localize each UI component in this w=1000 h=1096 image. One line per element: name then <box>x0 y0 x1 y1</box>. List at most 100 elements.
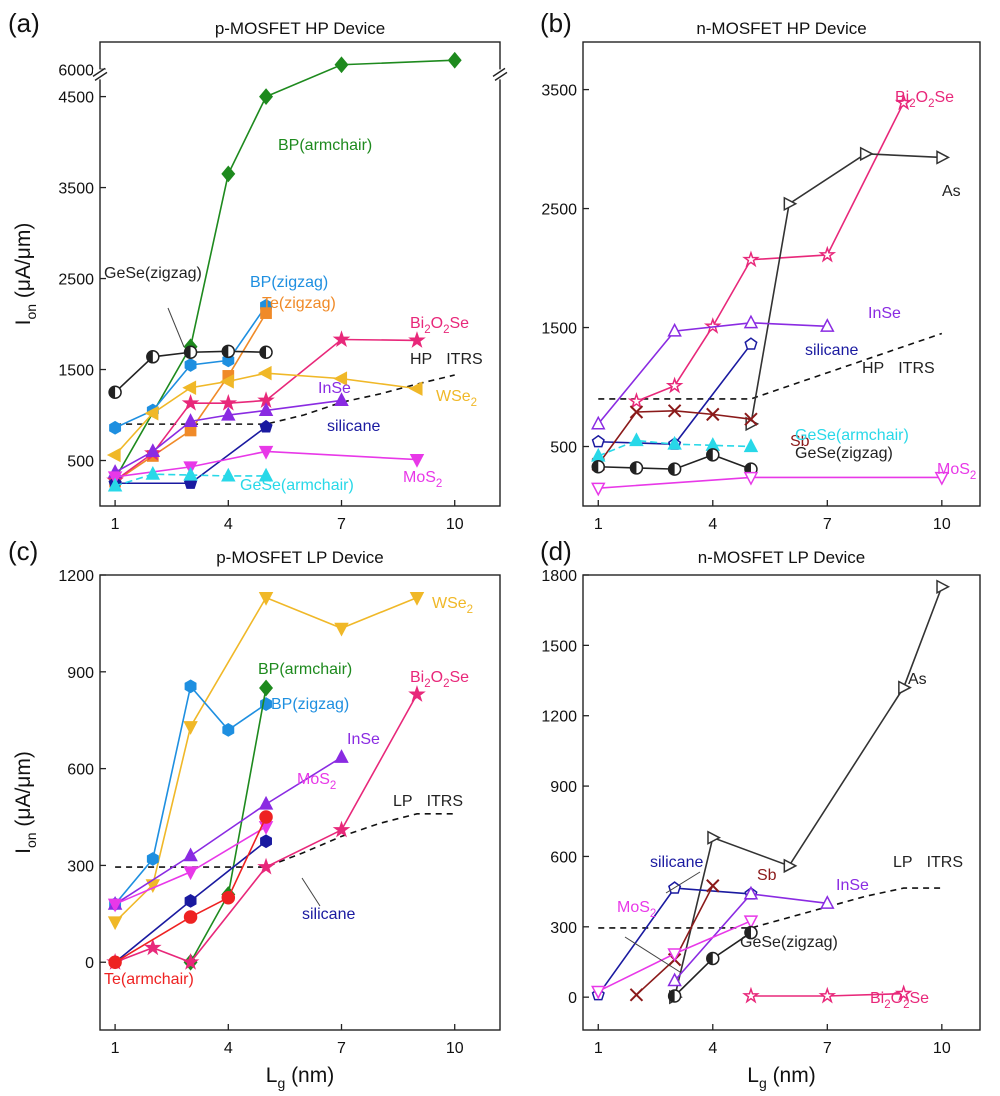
x-tick-label: 7 <box>337 1040 346 1057</box>
label-bp-armchair: BP(armchair) <box>278 137 372 154</box>
x-axis-label: Lg (nm) <box>747 1064 815 1091</box>
series-bi2o2se <box>742 984 913 1004</box>
data-point <box>334 392 349 407</box>
label-hp-itrs: HP ITRS <box>410 351 483 368</box>
itrs-reference-line <box>115 374 455 425</box>
label-inse: InSe <box>836 877 869 894</box>
data-point <box>184 679 197 694</box>
data-point <box>107 916 123 931</box>
data-point <box>936 579 951 594</box>
label-bi2o2se: Bi2O2Se <box>410 315 469 336</box>
series-line <box>114 399 342 474</box>
label-bi2o2se: Bi2O2Se <box>870 990 929 1011</box>
data-point <box>334 622 349 637</box>
panel-a: (a) p-MOSFET HP Device 500 1500 2500 3500 4500… <box>8 8 508 533</box>
label-lp-itrs: LP ITRS <box>393 793 463 810</box>
panel-c: (c) p-MOSFET LP Device 0 300 600 900 1200 1 4 7 10… <box>8 536 501 1091</box>
x-tick-label: 1 <box>594 1040 603 1057</box>
data-point <box>408 331 426 348</box>
data-point <box>707 830 721 845</box>
label-bi2o2se: Bi2O2Se <box>410 669 469 690</box>
series-inse <box>667 885 835 987</box>
itrs-reference-line <box>115 812 455 868</box>
x-tick-label: 1 <box>594 516 603 533</box>
data-point <box>183 721 198 735</box>
data-point <box>144 938 162 956</box>
label-silicane: silicane <box>805 342 858 359</box>
data-point <box>818 245 837 263</box>
y-tick-label: 900 <box>67 665 94 682</box>
label-gese-armchair: GeSe(armchair) <box>795 427 909 444</box>
data-point <box>259 679 274 697</box>
x-tick-label: 7 <box>823 1040 832 1057</box>
series-te-armchair <box>108 810 273 969</box>
label-mos2: MoS2 <box>937 461 976 482</box>
series-wse2 <box>106 365 423 463</box>
label-silicane: silicane <box>302 906 355 923</box>
data-point <box>743 314 759 329</box>
axis-break-mark <box>92 67 108 81</box>
label-silicane: silicane <box>650 854 703 871</box>
data-point <box>936 150 951 165</box>
data-point-half <box>146 350 153 363</box>
series-gese-zigzag <box>667 925 758 1003</box>
plot-frame <box>99 41 501 507</box>
series-line <box>636 102 905 403</box>
y-tick-label: 300 <box>67 858 94 875</box>
label-sb: Sb <box>790 433 810 450</box>
label-te-armchair: Te(armchair) <box>104 971 194 988</box>
label-gese-zigzag: GeSe(zigzag) <box>740 934 838 951</box>
plot-frame <box>582 41 981 507</box>
data-point <box>818 986 837 1004</box>
data-point-half <box>706 448 713 461</box>
data-point <box>591 985 606 1000</box>
chart-title: n-MOSFET LP Device <box>698 548 866 567</box>
data-point <box>409 454 425 468</box>
y-tick-label: 600 <box>67 762 94 779</box>
x-tick-label: 4 <box>708 516 717 533</box>
x-tick-label: 1 <box>111 516 120 533</box>
itrs-reference-line <box>598 332 943 400</box>
series-bi2o2se <box>627 93 913 409</box>
data-point <box>591 482 606 497</box>
panel-label: (d) <box>540 536 572 566</box>
data-point <box>894 93 913 111</box>
label-wse2: WSe2 <box>436 388 477 409</box>
x-tick-label: 10 <box>933 516 951 533</box>
data-point-half <box>109 386 116 399</box>
data-point <box>144 405 159 421</box>
data-point <box>258 795 274 810</box>
series-line <box>598 343 752 445</box>
data-point <box>334 749 349 763</box>
annotation-leader-line <box>665 871 701 894</box>
label-sb: Sb <box>757 867 777 884</box>
data-point <box>181 393 200 411</box>
data-point <box>743 885 759 900</box>
axis-break-mark <box>492 67 508 81</box>
label-as: As <box>942 183 961 200</box>
series-mos2 <box>591 471 950 497</box>
x-axis-label: Lg (nm) <box>266 1064 334 1091</box>
data-point <box>894 984 913 1002</box>
label-bp-zigzag: BP(zigzag) <box>250 274 328 291</box>
data-point <box>107 898 123 913</box>
data-point <box>742 986 760 1004</box>
y-tick-label: 2500 <box>541 202 577 219</box>
data-point <box>820 895 835 909</box>
data-point <box>260 307 272 319</box>
data-point <box>667 322 682 337</box>
panel-label: (c) <box>8 536 38 566</box>
panel-b: (b) n-MOSFET HP Device 500 1500 2500 3500 1 4 7 1… <box>540 8 981 533</box>
x-tick-label: 10 <box>933 1040 951 1057</box>
data-point <box>222 723 235 737</box>
x-tick-label: 10 <box>446 1040 464 1057</box>
label-bp-armchair: BP(armchair) <box>258 661 352 678</box>
data-point <box>183 866 198 881</box>
y-tick-label: 4500 <box>58 90 94 107</box>
y-tick-label: 1800 <box>541 568 577 585</box>
label-inse: InSe <box>868 305 901 322</box>
data-point <box>667 972 682 987</box>
series-line <box>114 756 342 905</box>
data-point <box>258 402 274 417</box>
data-point <box>332 330 351 347</box>
